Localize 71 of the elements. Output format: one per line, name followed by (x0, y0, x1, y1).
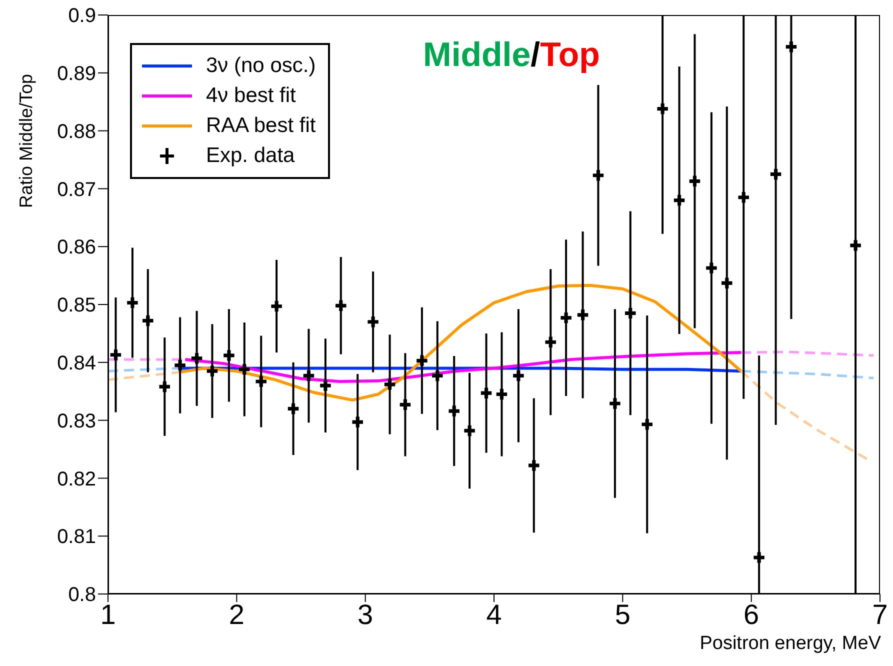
point (850, 240, 861, 251)
point (464, 425, 475, 436)
x-tick-label: 3 (358, 598, 374, 630)
point (657, 103, 668, 114)
point (416, 355, 428, 366)
point (110, 350, 122, 360)
point (770, 168, 782, 180)
x-tick-label: 6 (744, 598, 760, 630)
point (577, 310, 588, 320)
point (142, 315, 154, 326)
point (271, 300, 282, 312)
legend-label: RAA best fit (206, 114, 316, 138)
point (754, 552, 764, 563)
point (320, 380, 331, 391)
y-tick-label: 0.85 (57, 294, 96, 317)
point (689, 176, 700, 187)
point (786, 41, 797, 52)
point (545, 336, 556, 348)
x-tick-label: 7 (872, 598, 888, 630)
y-tick-label: 0.89 (57, 63, 96, 85)
point (610, 398, 620, 409)
legend-label: Exp. data (206, 144, 295, 168)
point (448, 406, 460, 416)
y-axis-title: Ratio Middle/Top (16, 74, 37, 208)
y-tick-label: 0.88 (57, 120, 96, 143)
x-tick-label: 2 (228, 598, 244, 630)
point (496, 388, 508, 400)
line-series (740, 370, 868, 460)
point (432, 370, 443, 382)
line-series (177, 284, 743, 402)
y-tick-label: 0.83 (57, 410, 96, 432)
point (368, 316, 378, 328)
point (127, 297, 138, 308)
y-tick-label: 0.84 (57, 352, 96, 374)
point (336, 300, 346, 312)
y-tick-label: 0.8 (68, 584, 96, 606)
point (480, 388, 492, 398)
point (738, 192, 749, 203)
point (159, 381, 170, 392)
point (400, 399, 411, 410)
y-tick-label: 0.81 (57, 526, 96, 548)
point (174, 360, 186, 371)
x-tick-label: 1 (100, 598, 116, 630)
point (191, 352, 202, 364)
x-axis-title: Positron energy, MeV (700, 633, 881, 655)
point (528, 460, 540, 471)
y-tick-label: 0.87 (57, 178, 96, 201)
legend-label: 3ν (no osc.) (206, 54, 316, 78)
point (592, 170, 604, 181)
point (560, 312, 572, 324)
point (706, 262, 717, 274)
point (303, 370, 314, 382)
legend-label: 4ν best fit (206, 84, 296, 108)
point (224, 350, 234, 361)
x-tick-label: 5 (614, 598, 630, 630)
point (642, 418, 652, 430)
point (206, 366, 218, 376)
point (384, 379, 396, 390)
point (625, 308, 636, 319)
y-tick-label: 0.82 (57, 468, 96, 490)
point (674, 194, 685, 206)
text: Middle/Top (423, 36, 600, 74)
point (722, 278, 732, 288)
point (239, 364, 250, 375)
y-tick-label: 0.9 (68, 5, 96, 28)
x-tick-label: 4 (486, 598, 502, 630)
point (352, 416, 363, 428)
point (513, 370, 524, 382)
point (256, 376, 266, 387)
y-tick-label: 0.86 (57, 236, 96, 259)
point (288, 403, 299, 414)
